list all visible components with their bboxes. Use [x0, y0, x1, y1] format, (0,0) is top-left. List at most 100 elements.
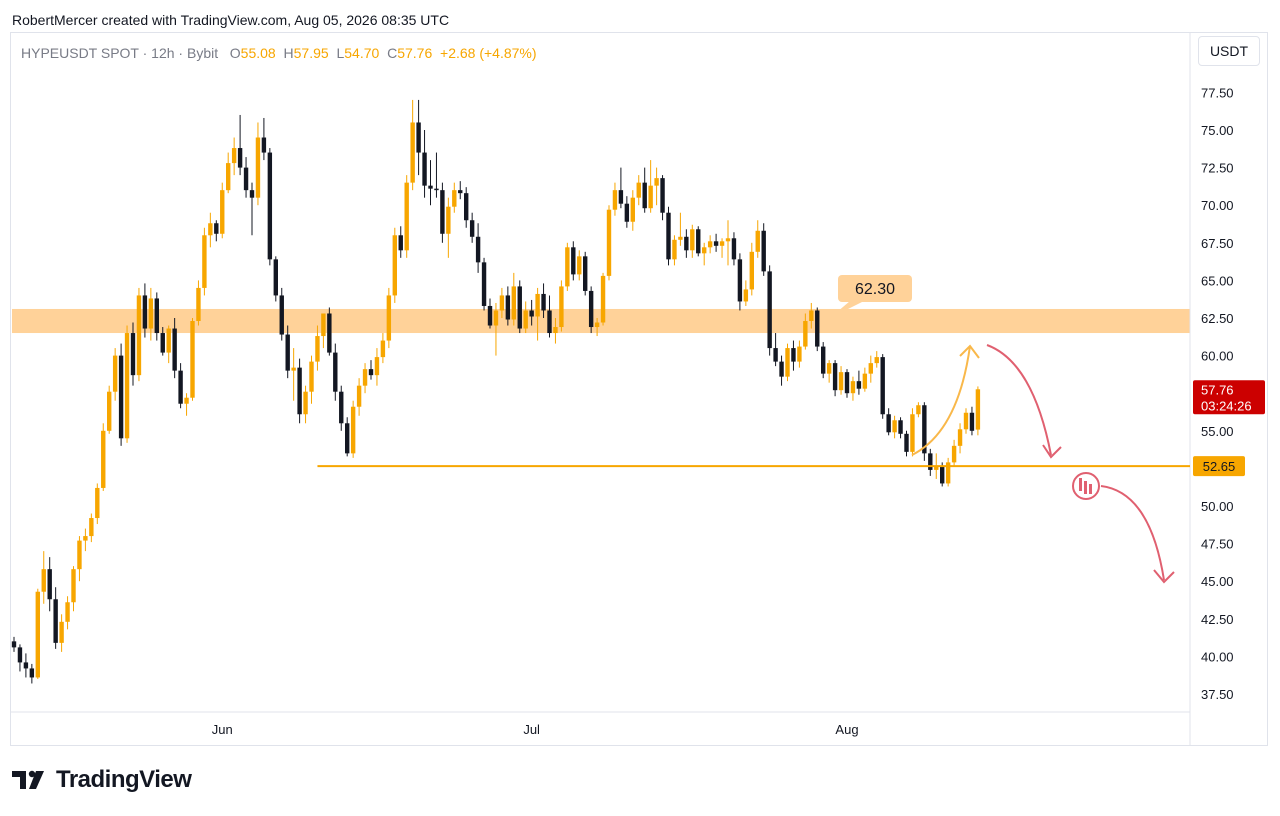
candle[interactable]	[838, 366, 844, 395]
candle[interactable]	[285, 325, 290, 379]
candle[interactable]	[261, 117, 267, 161]
candle[interactable]	[588, 286, 594, 334]
candle[interactable]	[844, 369, 850, 398]
candle[interactable]	[124, 325, 130, 443]
candle[interactable]	[767, 265, 772, 356]
candle[interactable]	[850, 376, 856, 401]
candle[interactable]	[380, 333, 386, 364]
candle[interactable]	[880, 354, 885, 419]
candle[interactable]	[969, 406, 975, 436]
candle[interactable]	[713, 233, 719, 252]
candle[interactable]	[821, 342, 826, 379]
candle[interactable]	[118, 343, 124, 446]
candle[interactable]	[83, 528, 88, 552]
currency-selector[interactable]: USDT	[1198, 36, 1260, 66]
candle[interactable]	[89, 513, 94, 543]
candle[interactable]	[862, 367, 868, 392]
candle[interactable]	[422, 130, 427, 198]
candle[interactable]	[59, 614, 64, 652]
candle[interactable]	[315, 325, 320, 371]
candle[interactable]	[291, 348, 296, 401]
candle[interactable]	[398, 226, 403, 258]
candle[interactable]	[321, 313, 326, 349]
candle[interactable]	[237, 114, 243, 176]
candle[interactable]	[749, 242, 754, 296]
candle[interactable]	[208, 212, 213, 248]
candle[interactable]	[684, 229, 689, 258]
candle[interactable]	[809, 302, 814, 329]
candle[interactable]	[511, 272, 516, 326]
candle[interactable]	[464, 187, 469, 228]
candle[interactable]	[17, 644, 23, 672]
candle[interactable]	[916, 402, 921, 418]
candle[interactable]	[154, 292, 159, 341]
candle[interactable]	[487, 298, 493, 329]
candle[interactable]	[11, 636, 17, 652]
candle[interactable]	[630, 190, 635, 231]
candle[interactable]	[112, 348, 118, 401]
candle[interactable]	[255, 122, 261, 206]
candle[interactable]	[142, 283, 148, 338]
candle[interactable]	[273, 256, 278, 302]
candle[interactable]	[945, 457, 951, 487]
candle[interactable]	[29, 663, 35, 684]
candle[interactable]	[475, 223, 481, 273]
candle[interactable]	[666, 206, 671, 266]
breakdown-marker-icon[interactable]	[1072, 472, 1100, 500]
candle[interactable]	[428, 160, 433, 206]
candle[interactable]	[249, 182, 255, 236]
candle[interactable]	[481, 257, 487, 311]
candle[interactable]	[386, 287, 392, 349]
candle[interactable]	[559, 280, 564, 332]
candle[interactable]	[731, 232, 737, 266]
candle[interactable]	[160, 327, 165, 356]
candle[interactable]	[333, 343, 338, 401]
candle[interactable]	[773, 333, 778, 367]
candle[interactable]	[565, 242, 570, 291]
candle[interactable]	[172, 318, 177, 379]
candle[interactable]	[356, 378, 362, 416]
candle[interactable]	[392, 227, 397, 303]
candle[interactable]	[583, 251, 588, 296]
candle[interactable]	[951, 439, 957, 467]
candle[interactable]	[725, 220, 731, 266]
candle[interactable]	[309, 355, 314, 404]
candle[interactable]	[868, 355, 873, 383]
candle[interactable]	[571, 241, 576, 281]
candle[interactable]	[35, 588, 40, 679]
candle[interactable]	[184, 393, 189, 416]
candle[interactable]	[65, 596, 70, 630]
candle[interactable]	[23, 653, 29, 678]
candle[interactable]	[963, 408, 969, 434]
candle[interactable]	[743, 280, 749, 306]
candle[interactable]	[345, 417, 350, 457]
candle[interactable]	[541, 283, 546, 318]
candle[interactable]	[446, 197, 451, 258]
candle[interactable]	[214, 220, 219, 242]
candle[interactable]	[547, 295, 552, 338]
candle[interactable]	[47, 557, 52, 612]
candle[interactable]	[696, 226, 701, 257]
candle[interactable]	[832, 360, 838, 397]
candle[interactable]	[101, 423, 106, 491]
candle[interactable]	[202, 227, 207, 296]
candle[interactable]	[279, 287, 284, 341]
candle[interactable]	[904, 430, 909, 457]
candle[interactable]	[440, 182, 445, 243]
candle[interactable]	[469, 212, 475, 243]
candle[interactable]	[892, 415, 897, 439]
candle[interactable]	[243, 157, 249, 198]
candle[interactable]	[606, 205, 612, 281]
candle[interactable]	[434, 152, 439, 198]
candle[interactable]	[71, 566, 76, 612]
candle[interactable]	[702, 242, 707, 266]
candle[interactable]	[791, 340, 796, 371]
candle[interactable]	[452, 182, 457, 213]
candle[interactable]	[761, 223, 766, 276]
candle[interactable]	[553, 318, 558, 344]
candle[interactable]	[719, 238, 725, 258]
candle[interactable]	[660, 175, 665, 221]
candle[interactable]	[678, 212, 683, 246]
candle[interactable]	[737, 253, 743, 311]
candle[interactable]	[368, 360, 374, 380]
